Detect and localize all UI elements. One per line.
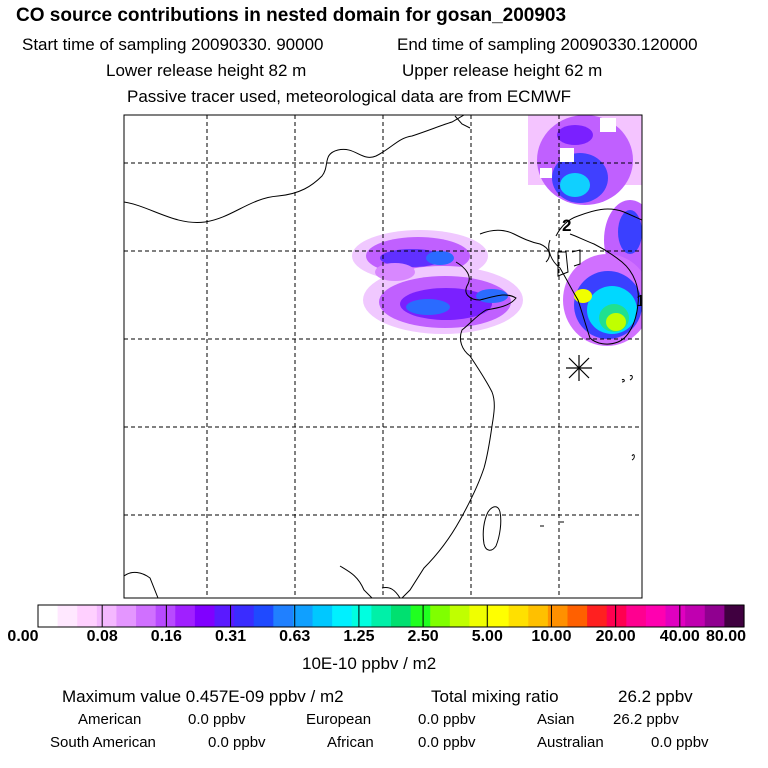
- lower-release-height: Lower release height 82 m: [106, 61, 307, 80]
- colorbar-tick-label: 40.00: [659, 628, 700, 645]
- coastlines: [124, 115, 642, 598]
- colorbar-swatch: [645, 605, 667, 627]
- colorbar-swatch: [194, 605, 216, 627]
- colorbar-swatch: [155, 605, 176, 627]
- south-american-value: 0.0 ppbv: [208, 734, 266, 751]
- asian-label: Asian: [537, 711, 575, 728]
- african-value: 0.0 ppbv: [418, 734, 476, 751]
- colorbar-swatch: [116, 605, 137, 627]
- colorbar-swatch: [626, 605, 647, 627]
- colorbar-swatch: [391, 605, 412, 627]
- colorbar-tick-label: 0.31: [214, 628, 247, 645]
- total-mixing-label: Total mixing ratio: [431, 687, 559, 706]
- colorbar-swatch: [469, 605, 490, 627]
- colorbar-swatch: [587, 605, 608, 627]
- start-time: Start time of sampling 20090330. 90000: [22, 35, 324, 54]
- colorbar-swatch: [567, 605, 588, 627]
- max-value: Maximum value 0.457E-09 ppbv / m2: [62, 687, 344, 706]
- colorbar-swatch: [489, 605, 510, 627]
- australian-value: 0.0 ppbv: [651, 734, 709, 751]
- colorbar-tick-label: 0.16: [150, 628, 182, 645]
- colorbar-frame: [37, 604, 745, 628]
- american-label: American: [78, 711, 142, 728]
- region-label-2: 2: [562, 216, 571, 235]
- colorbar-swatch: [685, 605, 706, 627]
- colorbar-swatch: [96, 605, 118, 627]
- colorbar-swatch: [547, 605, 569, 627]
- colorbar-tick-label: 0.63: [279, 628, 311, 645]
- colorbar-swatch: [410, 605, 431, 627]
- asian-value: 26.2 ppbv: [613, 711, 679, 728]
- tracer-info: Passive tracer used, meteorological data…: [127, 87, 572, 106]
- colorbar-swatch: [371, 605, 392, 627]
- colorbar-swatch: [214, 605, 235, 627]
- plot-title: CO source contributions in nested domain…: [16, 5, 567, 26]
- colorbar-unit: 10E-10 ppbv / m2: [302, 654, 437, 673]
- south-american-label: South American: [50, 734, 156, 751]
- colorbar-swatch: [508, 605, 529, 627]
- map-frame: [123, 114, 643, 599]
- colorbar-tick-label: 5.00: [471, 628, 503, 645]
- colorbar-swatch: [77, 605, 98, 627]
- colorbar-swatch: [175, 605, 196, 627]
- colorbar-swatch: [430, 605, 451, 627]
- colorbar-tick-label: 2.50: [407, 628, 439, 645]
- australian-label: Australian: [537, 734, 604, 751]
- colorbar-tick-label: 10.00: [531, 628, 572, 645]
- end-time: End time of sampling 20090330.120000: [397, 35, 698, 54]
- region-label-1: 1: [636, 293, 645, 310]
- colorbar-swatch: [528, 605, 549, 627]
- european-label: European: [306, 711, 372, 728]
- colorbar-swatch: [665, 605, 686, 627]
- colorbar-swatch: [351, 605, 372, 627]
- upper-release-height: Upper release height 62 m: [402, 61, 603, 80]
- colorbar-swatch: [606, 605, 627, 627]
- american-value: 0.0 ppbv: [188, 711, 246, 728]
- plume-north-china: [352, 230, 523, 334]
- colorbar: [37, 604, 745, 628]
- colorbar-tick-label: 1.25: [343, 628, 375, 645]
- total-mixing-value: 26.2 ppbv: [618, 687, 693, 706]
- graticule: [124, 115, 642, 598]
- european-value: 0.0 ppbv: [418, 711, 476, 728]
- colorbar-swatch: [273, 605, 294, 627]
- colorbar-swatch: [136, 605, 157, 627]
- colorbar-tick-label: 0.00: [7, 628, 39, 645]
- colorbar-swatch: [704, 605, 725, 627]
- colorbar-tick-label: 0.08: [86, 628, 118, 645]
- colorbar-swatch: [234, 605, 255, 627]
- colorbar-swatch: [57, 605, 78, 627]
- colorbar-swatch: [312, 605, 333, 627]
- african-label: African: [327, 734, 374, 751]
- colorbar-swatch: [38, 605, 59, 627]
- colorbar-swatch: [449, 605, 471, 627]
- receptor-star: [566, 355, 592, 381]
- colorbar-tick-label: 80.00: [705, 628, 747, 645]
- colorbar-swatch: [332, 605, 353, 627]
- plume-korea: [528, 115, 642, 346]
- colorbar-tick-label: 20.00: [595, 628, 636, 645]
- colorbar-swatch: [724, 605, 745, 627]
- colorbar-swatch: [292, 605, 314, 627]
- colorbar-swatch: [253, 605, 274, 627]
